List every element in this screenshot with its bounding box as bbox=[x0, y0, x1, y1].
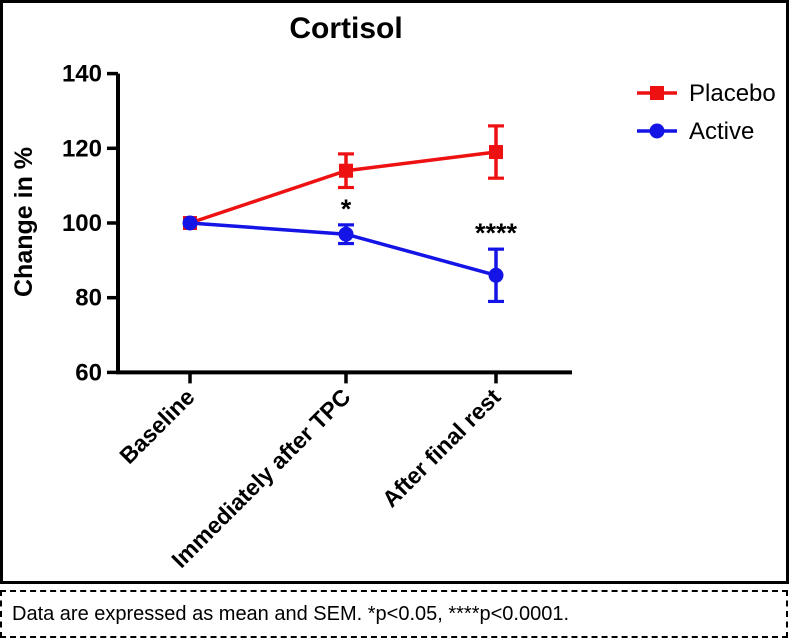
y-axis-label: Change in % bbox=[10, 147, 38, 297]
legend-marker-active bbox=[649, 123, 665, 139]
y-tick-label: 120 bbox=[62, 135, 102, 162]
legend-label-active: Active bbox=[689, 118, 754, 145]
x-category-label: After final rest bbox=[377, 383, 506, 512]
legend-marker-placebo bbox=[650, 86, 664, 100]
caption-box: Data are expressed as mean and SEM. *p<0… bbox=[0, 590, 788, 638]
data-point-active bbox=[338, 226, 354, 242]
y-tick-label: 80 bbox=[75, 285, 102, 312]
significance-annotation: **** bbox=[475, 218, 518, 248]
y-tick-label: 140 bbox=[62, 61, 102, 88]
y-tick-label: 60 bbox=[75, 359, 102, 386]
caption-text: Data are expressed as mean and SEM. *p<0… bbox=[12, 602, 570, 625]
data-point-placebo bbox=[489, 145, 503, 160]
chart-title: Cortisol bbox=[289, 12, 402, 45]
data-point-active bbox=[488, 267, 504, 283]
data-point-active bbox=[182, 215, 198, 231]
data-point-placebo bbox=[339, 163, 353, 178]
x-category-label: Baseline bbox=[114, 384, 199, 469]
legend-label-placebo: Placebo bbox=[689, 80, 776, 107]
significance-annotation: * bbox=[341, 194, 352, 224]
x-category-label: Immediately after TPC bbox=[166, 384, 355, 573]
y-tick-label: 100 bbox=[62, 210, 102, 237]
